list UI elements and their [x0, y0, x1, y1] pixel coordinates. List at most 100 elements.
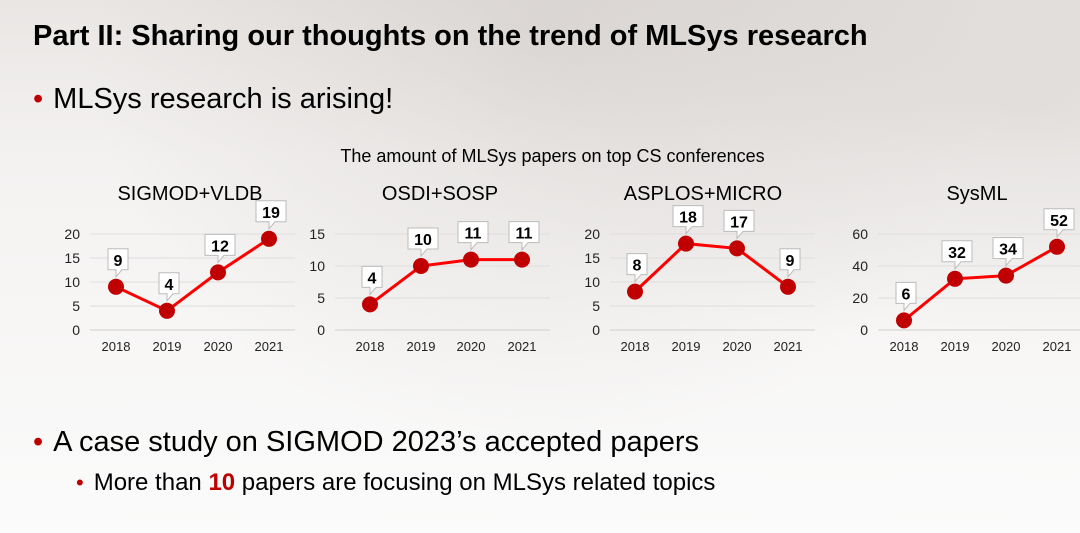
y-tick-label: 15 [64, 250, 80, 266]
y-tick-label: 20 [584, 226, 600, 242]
bullet-icon: • [33, 83, 44, 115]
x-tick-label: 2021 [774, 339, 803, 354]
y-tick-label: 10 [584, 274, 600, 290]
slide-title: Part II: Sharing our thoughts on the tre… [33, 20, 868, 52]
sub-bullet-pre: More than [93, 469, 209, 496]
chart-heading: The amount of MLSys papers on top CS con… [340, 146, 765, 166]
y-tick-label: 10 [64, 274, 80, 290]
data-label: 34 [999, 242, 1017, 259]
data-label-callout [672, 205, 704, 235]
chart-title: OSDI+SOSP [382, 183, 498, 205]
x-tick-label: 2018 [621, 339, 650, 354]
x-tick-label: 2019 [407, 339, 436, 354]
y-tick-label: 0 [860, 322, 868, 338]
x-tick-label: 2019 [672, 339, 701, 354]
data-label: 8 [633, 258, 642, 275]
data-label-callout [107, 248, 129, 279]
x-tick-label: 2018 [356, 339, 385, 354]
y-tick-label: 0 [592, 322, 600, 338]
data-label-callout [941, 240, 973, 271]
bullet-icon: • [76, 470, 84, 495]
y-tick-label: 60 [852, 226, 868, 242]
data-point [261, 230, 277, 247]
data-label-callout [255, 200, 287, 231]
data-label-callout [361, 265, 383, 296]
data-label: 12 [211, 238, 229, 255]
chart-title: ASPLOS+MICRO [624, 183, 782, 205]
data-label-callout [895, 281, 917, 312]
data-label: 32 [948, 245, 966, 262]
bullet-icon: • [33, 426, 44, 458]
data-point [678, 235, 694, 252]
y-tick-label: 0 [317, 322, 325, 338]
data-label-callout [779, 248, 801, 279]
x-tick-label: 2021 [1043, 339, 1072, 354]
data-label-callout [723, 209, 755, 240]
data-label: 18 [679, 210, 697, 227]
data-label: 4 [165, 277, 174, 294]
data-point [413, 258, 429, 274]
bullet-mlsys-arising: • MLSys research is arising! [33, 83, 393, 116]
data-label: 9 [786, 253, 795, 270]
data-label-callout [204, 233, 236, 264]
data-point [210, 264, 226, 281]
chart-title: SIGMOD+VLDB [117, 183, 262, 205]
data-point [896, 312, 912, 329]
y-tick-label: 20 [64, 226, 80, 242]
y-tick-label: 5 [72, 298, 80, 314]
bullet-text: MLSys research is arising! [53, 83, 394, 115]
bullet-text: A case study on SIGMOD 2023’s accepted p… [53, 426, 700, 458]
data-point [514, 251, 530, 268]
data-label-callout [158, 272, 180, 303]
y-tick-label: 15 [309, 226, 325, 242]
data-label-callout [1043, 208, 1075, 239]
y-tick-label: 5 [592, 298, 600, 314]
chart-title: SysML [946, 183, 1007, 205]
data-label: 10 [414, 232, 432, 249]
data-point [463, 251, 479, 268]
y-tick-label: 15 [584, 250, 600, 266]
sub-bullet-papers: • More than 10 papers are focusing on MLS… [76, 469, 715, 497]
y-tick-label: 40 [852, 258, 868, 274]
y-tick-label: 10 [309, 258, 325, 274]
x-tick-label: 2021 [255, 339, 284, 354]
x-tick-label: 2021 [508, 339, 537, 354]
data-point [362, 296, 378, 313]
data-label: 19 [262, 205, 280, 222]
data-label: 17 [730, 214, 748, 231]
data-label: 4 [368, 270, 377, 287]
x-tick-label: 2018 [890, 339, 919, 354]
data-label-callout [457, 221, 489, 251]
data-label: 6 [902, 286, 911, 303]
data-label-callout [626, 253, 648, 283]
bullet-case-study: • A case study on SIGMOD 2023’s accepted … [33, 426, 699, 459]
data-point [729, 240, 745, 257]
data-label-callout [508, 221, 540, 251]
x-tick-label: 2020 [723, 339, 752, 354]
data-point [998, 267, 1014, 284]
data-point [159, 302, 175, 319]
data-label: 11 [465, 226, 482, 243]
data-label-callout [407, 227, 439, 258]
data-label: 11 [516, 226, 533, 243]
x-tick-label: 2020 [457, 339, 486, 354]
y-tick-label: 5 [317, 290, 325, 306]
data-point [108, 278, 124, 295]
sub-bullet-highlight: 10 [208, 469, 236, 496]
series-line [903, 245, 1058, 322]
sub-bullet-post: papers are focusing on MLSys related top… [235, 469, 716, 496]
data-point [947, 270, 963, 287]
series-line [633, 242, 789, 293]
y-tick-label: 20 [852, 290, 868, 306]
x-tick-label: 2019 [941, 339, 970, 354]
y-tick-label: 0 [72, 322, 80, 338]
series-line [369, 258, 522, 306]
data-label-callout [992, 237, 1024, 267]
data-label: 9 [114, 253, 123, 270]
data-label: 52 [1050, 213, 1068, 230]
x-tick-label: 2020 [992, 339, 1021, 354]
x-tick-label: 2020 [204, 339, 233, 354]
x-tick-label: 2019 [153, 339, 182, 354]
series-line [115, 237, 270, 313]
